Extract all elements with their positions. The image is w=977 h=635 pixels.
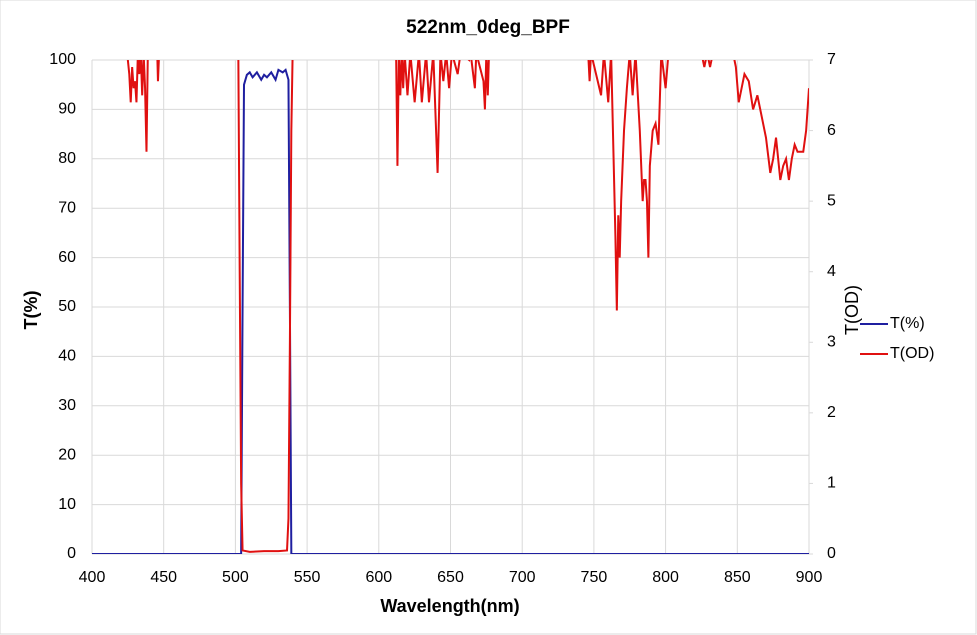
legend-label: T(%) [890, 315, 925, 332]
y2-tick-label: 5 [827, 192, 836, 209]
y2-tick-label: 0 [827, 545, 836, 562]
x-tick-label: 650 [437, 569, 464, 586]
y-tick-label: 90 [58, 101, 76, 118]
x-tick-label: 800 [652, 569, 679, 586]
x-tick-label: 900 [796, 569, 823, 586]
x-tick-label: 700 [509, 569, 536, 586]
x-tick-label: 600 [365, 569, 392, 586]
y-tick-label: 20 [58, 446, 76, 463]
y2-tick-label: 2 [827, 404, 836, 421]
y2-axis-title: T(OD) [842, 285, 862, 335]
y2-tick-label: 1 [827, 475, 836, 492]
y-tick-label: 0 [67, 545, 76, 562]
y-axis-title: T(%) [21, 291, 41, 330]
y-tick-label: 40 [58, 348, 76, 365]
y-tick-label: 80 [58, 150, 76, 167]
y2-tick-label: 4 [827, 263, 836, 280]
x-tick-label: 500 [222, 569, 249, 586]
y-tick-label: 60 [58, 249, 76, 266]
x-tick-label: 750 [581, 569, 608, 586]
y2-tick-label: 7 [827, 51, 836, 68]
x-axis-title: Wavelength(nm) [380, 596, 519, 616]
y-tick-label: 10 [58, 496, 76, 513]
series-line [92, 68, 809, 554]
x-tick-label: 850 [724, 569, 751, 586]
x-tick-label: 450 [150, 569, 177, 586]
y2-tick-label: 6 [827, 122, 836, 139]
y-tick-label: 50 [58, 298, 76, 315]
y-tick-label: 30 [58, 397, 76, 414]
x-tick-label: 400 [79, 569, 106, 586]
y2-tick-label: 3 [827, 334, 836, 351]
chart-title: 522nm_0deg_BPF [406, 17, 570, 38]
legend-label: T(OD) [890, 345, 934, 362]
y-tick-label: 70 [58, 199, 76, 216]
series-line [126, 60, 809, 553]
y-tick-label: 100 [49, 51, 76, 68]
x-tick-label: 550 [294, 569, 321, 586]
